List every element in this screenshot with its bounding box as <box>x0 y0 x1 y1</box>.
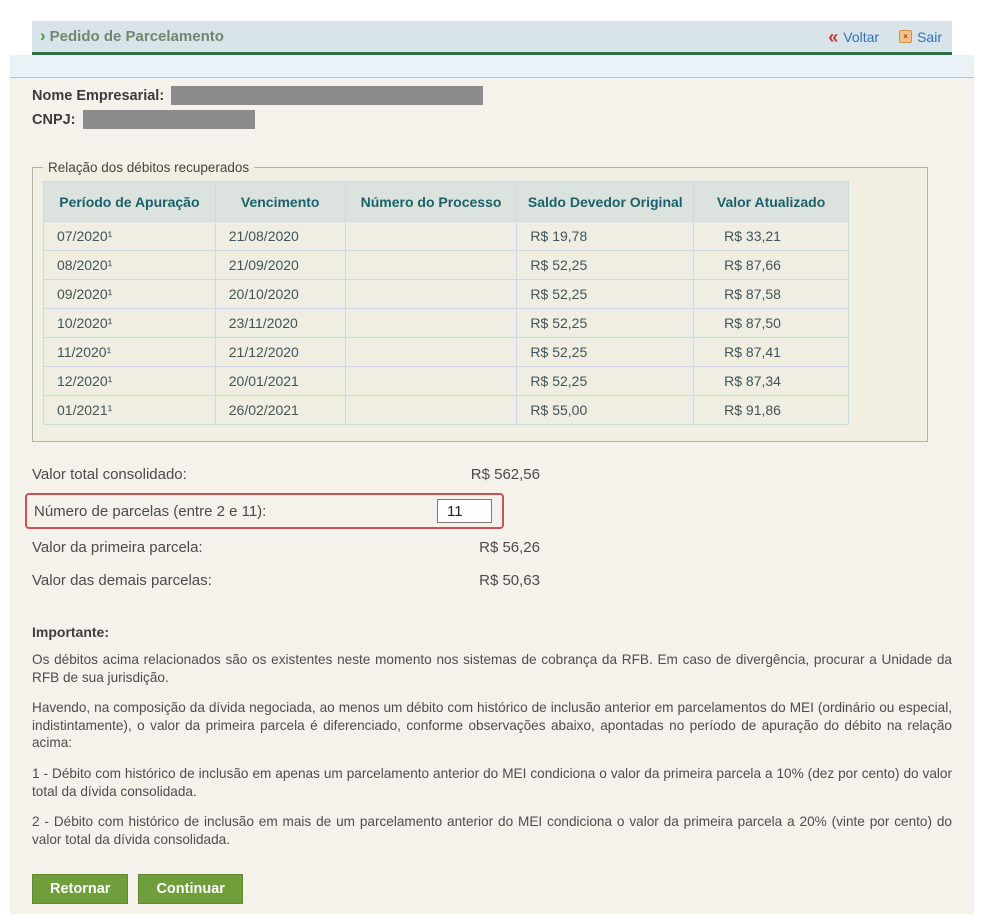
col-header-valor: Valor Atualizado <box>693 181 849 222</box>
col-header-processo: Número do Processo <box>344 181 518 222</box>
parcels-highlight-annotation: Número de parcelas (entre 2 e 11): <box>25 493 504 529</box>
other-parcels-label: Valor das demais parcelas: <box>32 572 212 589</box>
cell-period: 11/2020¹ <box>43 337 216 367</box>
cnpj-redacted <box>82 110 255 129</box>
important-paragraph-3: 1 - Débito com histórico de inclusão em … <box>32 765 952 799</box>
cell-updated: R$ 87,41 <box>693 337 849 367</box>
cell-due: 26/02/2021 <box>214 395 346 425</box>
cell-original: R$ 19,78 <box>516 221 695 251</box>
other-parcels-row: Valor das demais parcelas: R$ 50,63 <box>32 564 540 597</box>
page-title: › Pedido de Parcelamento <box>40 26 224 45</box>
table-row: 11/2020¹ 21/12/2020 R$ 52,25 R$ 87,41 <box>43 337 849 367</box>
action-buttons: Retornar Continuar <box>32 874 952 905</box>
sair-label: Sair <box>917 28 942 45</box>
cell-updated: R$ 87,34 <box>693 366 849 396</box>
table-header-row: Período de Apuração Vencimento Número do… <box>43 181 849 222</box>
page-title-label: Pedido de Parcelamento <box>49 28 224 45</box>
other-parcels-value: R$ 50,63 <box>479 572 540 589</box>
cell-period: 10/2020¹ <box>43 308 216 338</box>
cell-process <box>344 221 518 251</box>
first-parcel-label: Valor da primeira parcela: <box>32 539 203 556</box>
company-name-label: Nome Empresarial: <box>32 87 165 104</box>
cell-due: 21/08/2020 <box>214 221 346 251</box>
table-row: 12/2020¹ 20/01/2021 R$ 52,25 R$ 87,34 <box>43 366 849 396</box>
exit-icon: × <box>899 30 913 43</box>
cell-process <box>344 250 518 280</box>
cell-updated: R$ 87,58 <box>693 279 849 309</box>
summary-section: Valor total consolidado: R$ 562,56 Númer… <box>25 458 540 597</box>
important-paragraph-4: 2 - Débito com histórico de inclusão em … <box>32 814 952 847</box>
table-row: 01/2021¹ 26/02/2021 R$ 55,00 R$ 91,86 <box>43 395 849 425</box>
cell-process <box>344 395 518 425</box>
cell-period: 07/2020¹ <box>43 221 216 251</box>
cell-original: R$ 52,25 <box>516 250 695 280</box>
sub-header-strip <box>10 55 974 78</box>
debts-table: Período de Apuração Vencimento Número do… <box>43 181 849 425</box>
cell-process <box>344 308 518 338</box>
total-value: R$ 562,56 <box>470 466 540 483</box>
first-parcel-row: Valor da primeira parcela: R$ 56,26 <box>32 531 540 564</box>
cell-period: 08/2020¹ <box>43 250 216 280</box>
cell-original: R$ 52,25 <box>516 337 695 367</box>
cell-due: 23/11/2020 <box>214 308 346 338</box>
cell-updated: R$ 87,66 <box>693 250 849 280</box>
page-header: › Pedido de Parcelamento « Voltar × Sair <box>32 21 952 55</box>
cell-process <box>344 366 518 396</box>
cell-process <box>344 279 518 309</box>
double-arrow-left-icon: « <box>828 26 839 47</box>
col-header-saldo: Saldo Devedor Original <box>516 181 695 222</box>
cell-original: R$ 52,25 <box>516 308 695 338</box>
cell-period: 01/2021¹ <box>43 395 216 425</box>
sair-link[interactable]: × Sair <box>899 29 942 45</box>
first-parcel-value: R$ 56,26 <box>479 539 540 556</box>
cell-due: 20/10/2020 <box>214 279 346 309</box>
col-header-vencimento: Vencimento <box>214 181 346 222</box>
cell-due: 21/12/2020 <box>214 337 346 367</box>
cell-period: 09/2020¹ <box>43 279 216 309</box>
company-name-row: Nome Empresarial: <box>32 86 952 105</box>
table-row: 07/2020¹ 21/08/2020 R$ 19,78 R$ 33,21 <box>43 221 849 251</box>
cell-updated: R$ 87,50 <box>693 308 849 338</box>
voltar-link[interactable]: « Voltar <box>828 26 880 47</box>
parcels-label: Número de parcelas (entre 2 e 11): <box>34 502 267 520</box>
cnpj-row: CNPJ: <box>32 110 952 129</box>
cell-due: 20/01/2021 <box>214 366 346 396</box>
chevron-right-icon: › <box>40 26 46 45</box>
total-row: Valor total consolidado: R$ 562,56 <box>32 458 540 491</box>
debts-fieldset: Relação dos débitos recuperados Período … <box>32 160 928 442</box>
important-heading: Importante: <box>32 624 109 640</box>
retornar-button[interactable]: Retornar <box>32 874 129 905</box>
important-section: Importante: Os débitos acima relacionado… <box>32 624 952 848</box>
cell-updated: R$ 91,86 <box>693 395 849 425</box>
company-name-redacted <box>171 86 484 105</box>
cell-original: R$ 52,25 <box>516 366 695 396</box>
parcels-input[interactable] <box>437 499 492 523</box>
cnpj-label: CNPJ: <box>32 111 76 128</box>
main-content: Nome Empresarial: CNPJ: Relação dos débi… <box>10 78 974 915</box>
important-paragraph-2: Havendo, na composição da dívida negocia… <box>32 700 952 751</box>
parcels-row: Número de parcelas (entre 2 e 11): <box>34 498 492 524</box>
cell-original: R$ 55,00 <box>516 395 695 425</box>
voltar-label: Voltar <box>843 28 880 45</box>
total-label: Valor total consolidado: <box>32 466 187 483</box>
table-row: 10/2020¹ 23/11/2020 R$ 52,25 R$ 87,50 <box>43 308 849 338</box>
debts-legend: Relação dos débitos recuperados <box>48 160 250 175</box>
cell-due: 21/09/2020 <box>214 250 346 280</box>
cell-original: R$ 52,25 <box>516 279 695 309</box>
cell-process <box>344 337 518 367</box>
table-row: 09/2020¹ 20/10/2020 R$ 52,25 R$ 87,58 <box>43 279 849 309</box>
cell-updated: R$ 33,21 <box>693 221 849 251</box>
col-header-periodo: Período de Apuração <box>43 181 216 222</box>
table-row: 08/2020¹ 21/09/2020 R$ 52,25 R$ 87,66 <box>43 250 849 280</box>
header-links: « Voltar × Sair <box>828 26 942 47</box>
cell-period: 12/2020¹ <box>43 366 216 396</box>
important-paragraph-1: Os débitos acima relacionados são os exi… <box>32 652 952 685</box>
continuar-button[interactable]: Continuar <box>138 874 243 905</box>
